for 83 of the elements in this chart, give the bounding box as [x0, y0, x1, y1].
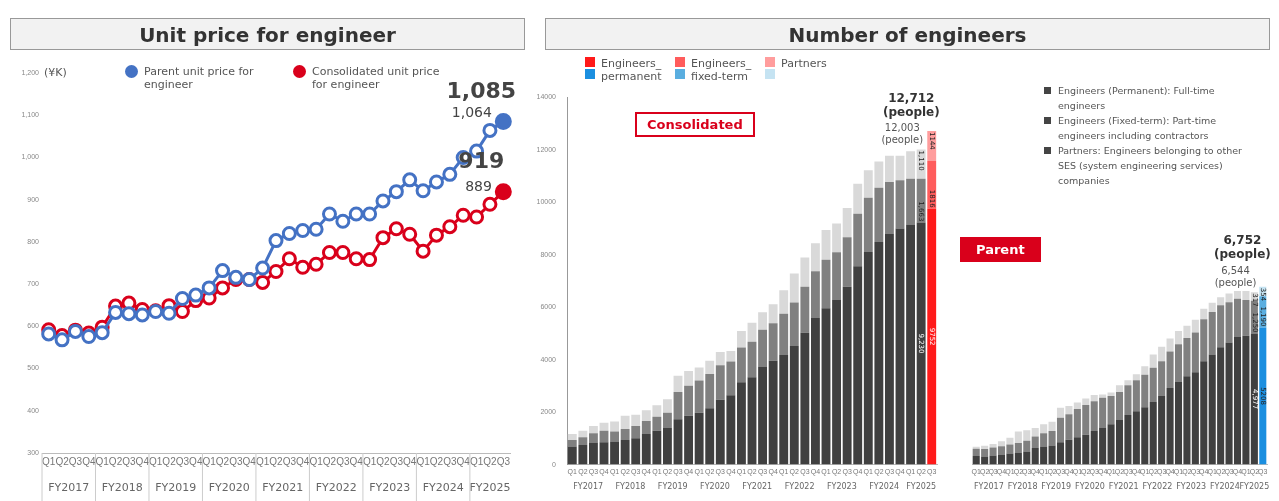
x-tick-label: Q1	[309, 455, 324, 467]
x-tick-label: Q2	[55, 455, 70, 467]
legend-label: Parent unit price for engineer	[144, 65, 255, 91]
total-label: 12,712 (people)	[882, 90, 940, 119]
text: FY2022	[315, 481, 357, 495]
text: FY2018	[615, 481, 646, 491]
x-tick-label: Q4	[349, 455, 364, 467]
x-tick-label: Q3	[122, 455, 137, 467]
x-tick-label: Q4	[403, 455, 417, 467]
x-tick-label: Q3	[175, 455, 190, 467]
text: FY2023	[369, 481, 411, 495]
legend-label: Engineers_ permanent	[601, 57, 662, 83]
text: FY2021	[1108, 481, 1139, 491]
x-tick-label: Q1	[255, 455, 270, 467]
y-axis-title: (¥K)	[44, 65, 67, 79]
x-tick-label: Q3	[68, 455, 83, 467]
annotation: Engineers (Fixed-term): Part-time engineers including contractors	[1058, 115, 1217, 141]
chart-title: Number of engineers	[545, 18, 1270, 50]
data-label: 1,085	[446, 78, 517, 104]
legend-label: Consolidated unit price for engineer	[312, 65, 441, 91]
total-label: 6,752 (people)	[1214, 233, 1271, 262]
x-tick-label: Q1	[148, 455, 163, 467]
x-tick-label: Q2	[483, 455, 498, 467]
chart-title: Unit price for engineer	[10, 18, 525, 50]
x-tick-label: Q1	[95, 455, 110, 467]
text: FY2019	[1041, 481, 1072, 491]
text: FY2025	[1239, 481, 1270, 491]
text: FY2022	[784, 481, 815, 491]
text: FY2023	[826, 481, 857, 491]
text: FY2022	[1142, 481, 1173, 491]
x-tick-label: Q4	[242, 455, 257, 467]
text: FY2020	[700, 481, 730, 491]
annotation: Consolidated	[635, 112, 755, 137]
x-tick-label: Q4	[456, 455, 471, 467]
annotation: Partners: Engineers belonging to other SES (system engineering services) companies	[1058, 145, 1242, 186]
x-tick-label: Q4	[82, 455, 96, 467]
x-tick-label: Q3	[443, 455, 457, 467]
text: FY2017	[48, 481, 90, 495]
x-tick-label: Q1	[42, 455, 56, 467]
total-label: 12,003 (people)	[881, 122, 924, 146]
data-label: 1,064	[451, 104, 493, 121]
x-tick-label: Q3	[229, 455, 243, 467]
x-tick-label: Q4	[135, 455, 150, 467]
x-tick-label: Q1	[469, 455, 484, 467]
text: FY2020	[1075, 481, 1105, 491]
x-tick-label: Q2	[162, 455, 177, 467]
text: FY2018	[101, 481, 143, 495]
text: FY2024	[1209, 481, 1240, 491]
x-tick-label: Q1	[362, 455, 377, 467]
text: FY2019	[657, 481, 688, 491]
data-label: 919	[458, 148, 505, 174]
annotation: Parent	[960, 237, 1041, 262]
x-tick-label: Q3	[336, 455, 350, 467]
x-tick-label: Q1	[202, 455, 217, 467]
text: FY2021	[262, 481, 304, 495]
text: FY2024	[422, 481, 464, 495]
x-tick-label: Q3	[496, 455, 511, 467]
x-tick-label: Q3	[282, 455, 297, 467]
x-tick-label: Q2	[215, 455, 230, 467]
x-tick-label: Q2	[108, 455, 123, 467]
x-tick-label: Q2	[322, 455, 337, 467]
x-tick-label: Q4	[189, 455, 203, 467]
x-tick-label: Q2	[269, 455, 284, 467]
text: FY2025	[906, 481, 937, 491]
text: FY2018	[1007, 481, 1038, 491]
data-label: 889	[465, 177, 492, 194]
text: FY2020	[208, 481, 250, 495]
x-tick-label: Q2	[429, 455, 444, 467]
legend-label: Engineers_ fixed-term	[691, 57, 752, 83]
text: FY2023	[1176, 481, 1207, 491]
x-tick-label: Q1	[416, 455, 431, 467]
total-label: 6,544 (people)	[1214, 264, 1257, 288]
text: FY2017	[573, 481, 604, 491]
text: FY2017	[973, 481, 1004, 491]
legend-label: Partners	[781, 57, 828, 70]
annotation: Engineers (Permanent): Full-time engineers	[1058, 85, 1215, 111]
x-tick-label: Q4	[296, 455, 310, 467]
x-tick-label: Q3	[389, 455, 404, 467]
x-tick-label: Q2	[376, 455, 391, 467]
text: FY2025	[469, 481, 511, 495]
text: FY2019	[155, 481, 197, 495]
text: FY2024	[869, 481, 900, 491]
text: FY2021	[742, 481, 773, 491]
